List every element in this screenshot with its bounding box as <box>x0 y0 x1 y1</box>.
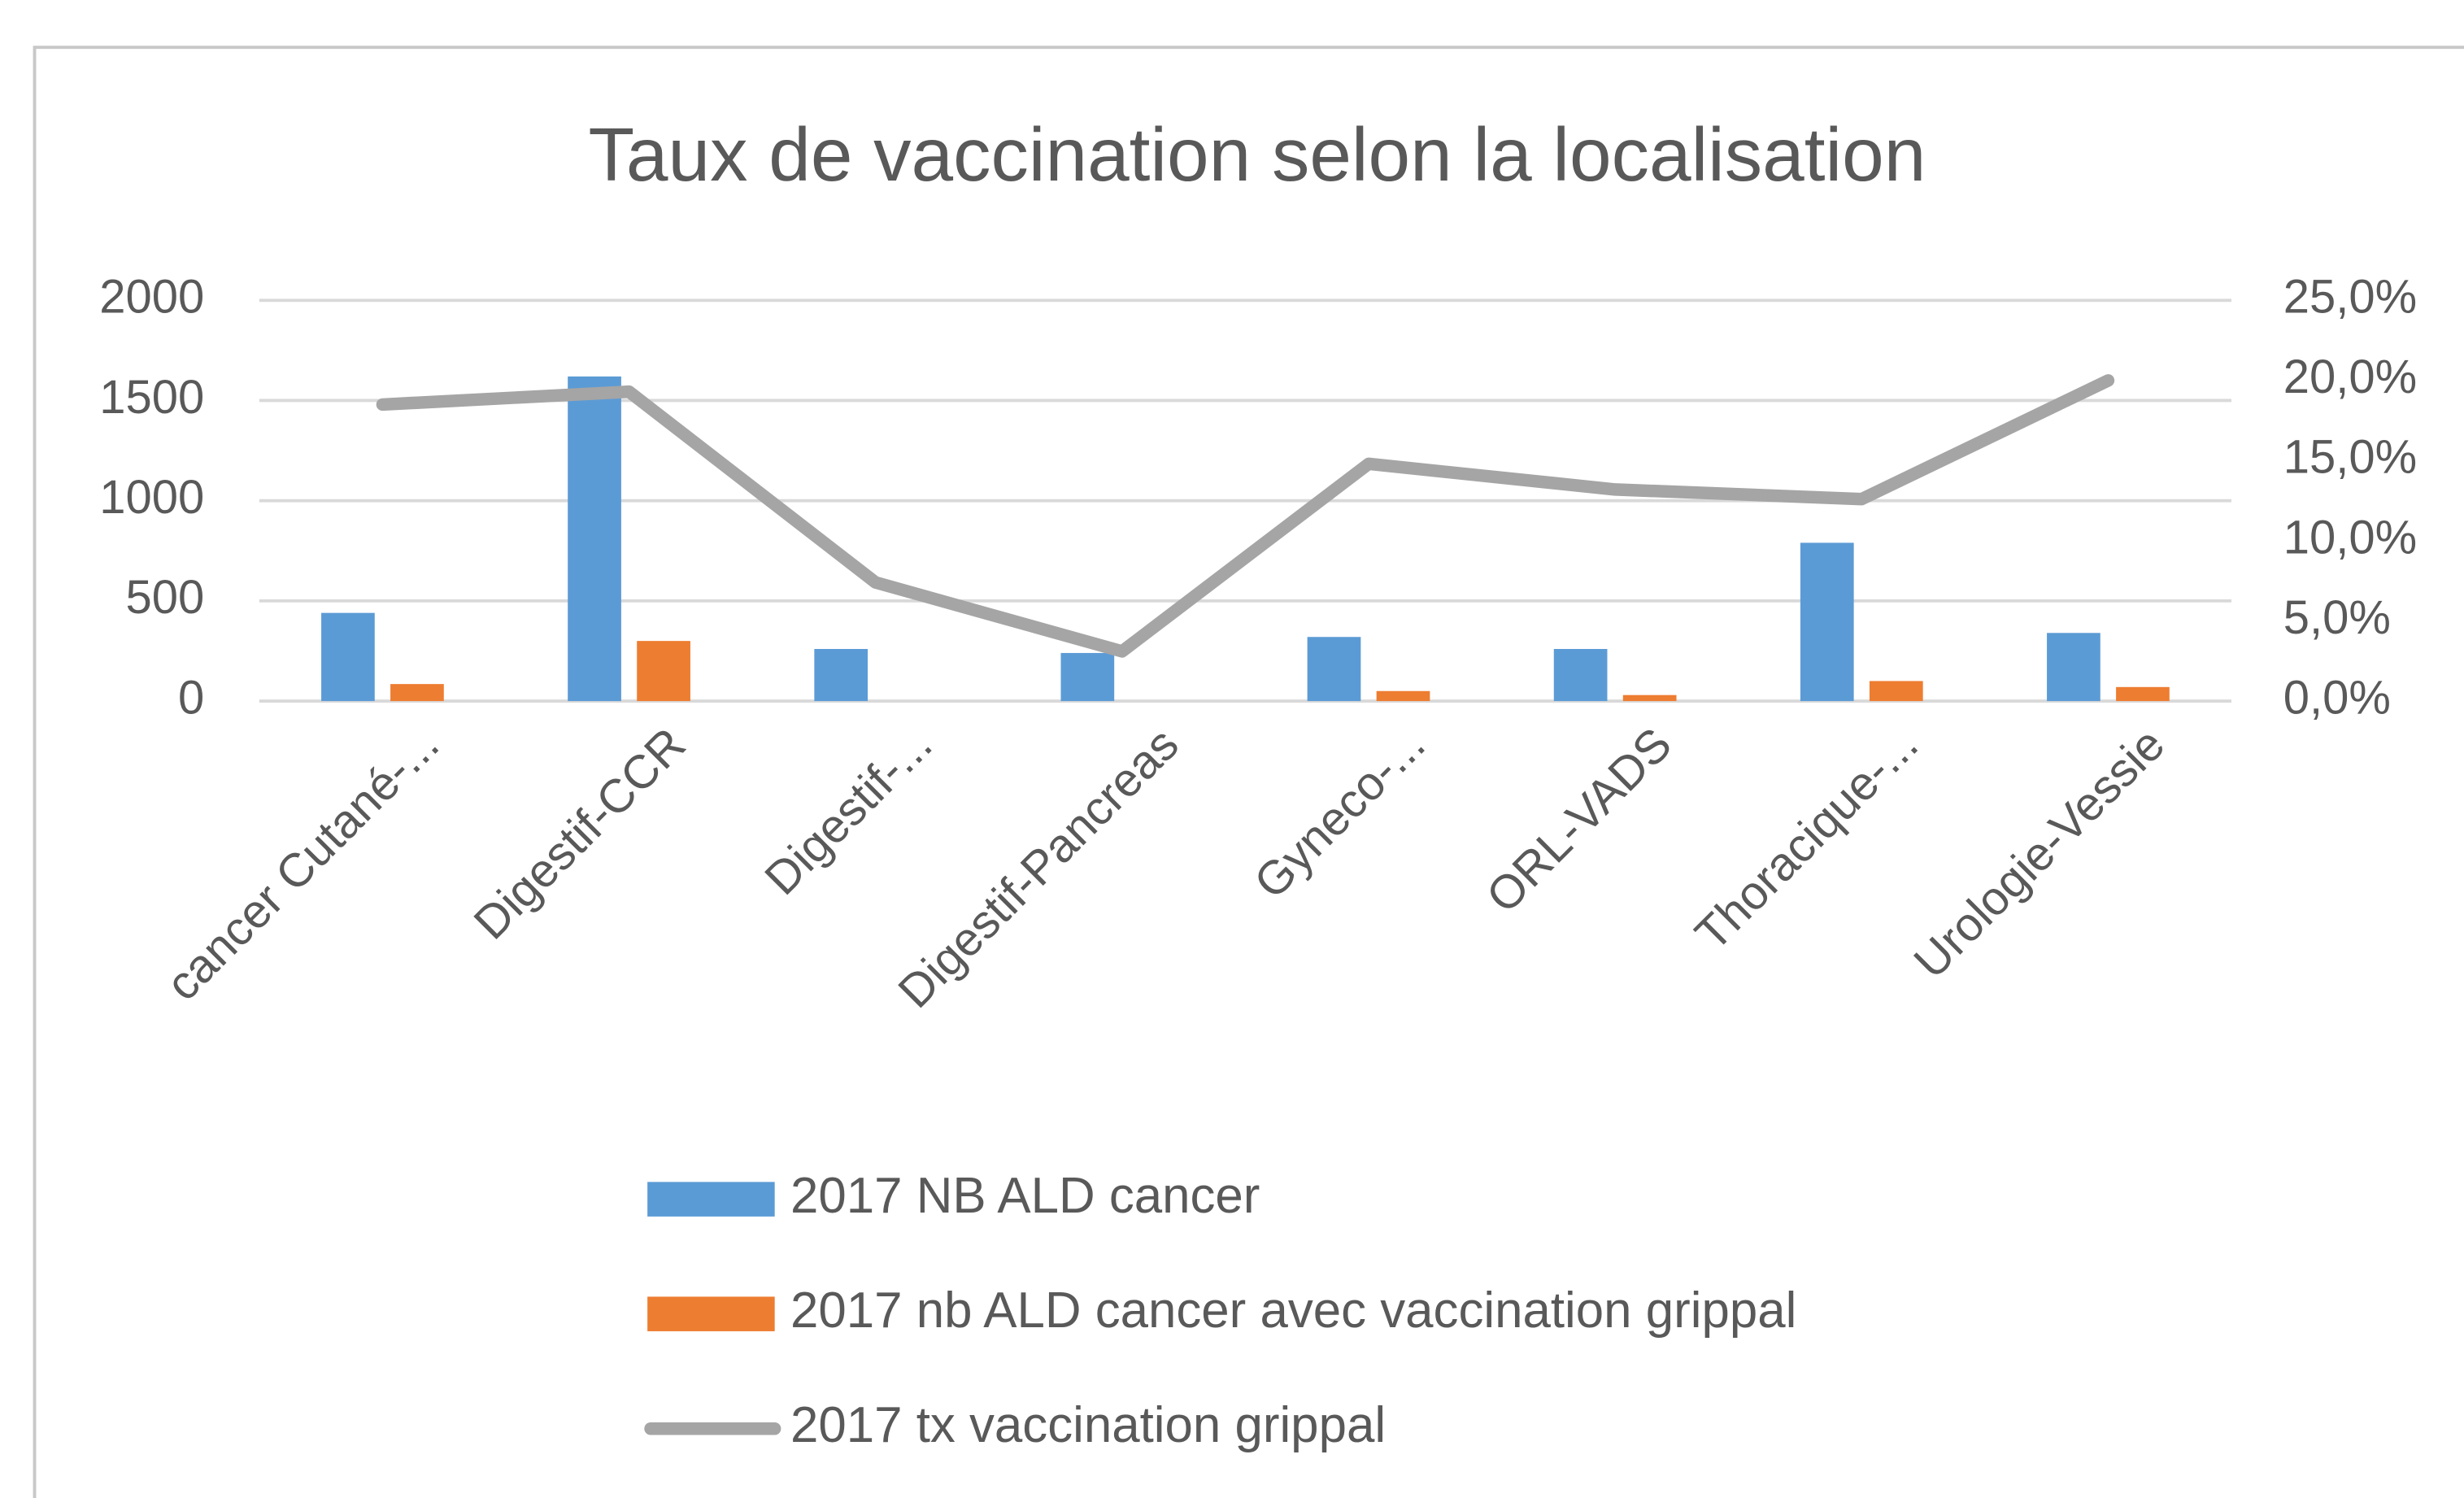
bar <box>1553 649 1608 702</box>
y-tick-label: 1000 <box>99 472 204 524</box>
bar <box>1376 690 1430 702</box>
y2-tick-label: 15,0% <box>2283 432 2417 484</box>
legend-label: 2017 NB ALD cancer <box>790 1168 1260 1224</box>
bar <box>2047 633 2100 702</box>
y-tick-label: 1500 <box>99 372 204 424</box>
legend-label: 2017 tx vaccination grippal <box>790 1397 1386 1453</box>
chart-frame <box>33 46 2464 1498</box>
bar <box>321 612 375 702</box>
y2-tick-label: 10,0% <box>2283 512 2417 564</box>
bar <box>390 684 444 702</box>
legend-swatch <box>647 1296 775 1331</box>
bar <box>1800 542 1854 702</box>
bar <box>814 649 868 702</box>
y-tick-label: 500 <box>125 572 204 624</box>
bar <box>2116 686 2170 702</box>
y2-tick-label: 25,0% <box>2283 272 2417 324</box>
bar <box>1622 695 1677 702</box>
legend-swatch <box>647 1182 775 1217</box>
bar <box>637 641 690 702</box>
y-tick-label: 0 <box>178 672 204 724</box>
bar <box>1060 652 1115 702</box>
bar <box>568 376 621 702</box>
y2-tick-label: 20,0% <box>2283 351 2417 403</box>
bar <box>1869 681 1923 702</box>
y2-tick-label: 0,0% <box>2283 672 2391 724</box>
legend-label: 2017 nb ALD cancer avec vaccination grip… <box>790 1282 1796 1339</box>
bar <box>1307 637 1361 702</box>
y2-tick-label: 5,0% <box>2283 592 2391 644</box>
line <box>376 374 2115 658</box>
chart-title: Taux de vaccination selon la localisatio… <box>589 112 1926 197</box>
y-tick-label: 2000 <box>99 272 204 324</box>
